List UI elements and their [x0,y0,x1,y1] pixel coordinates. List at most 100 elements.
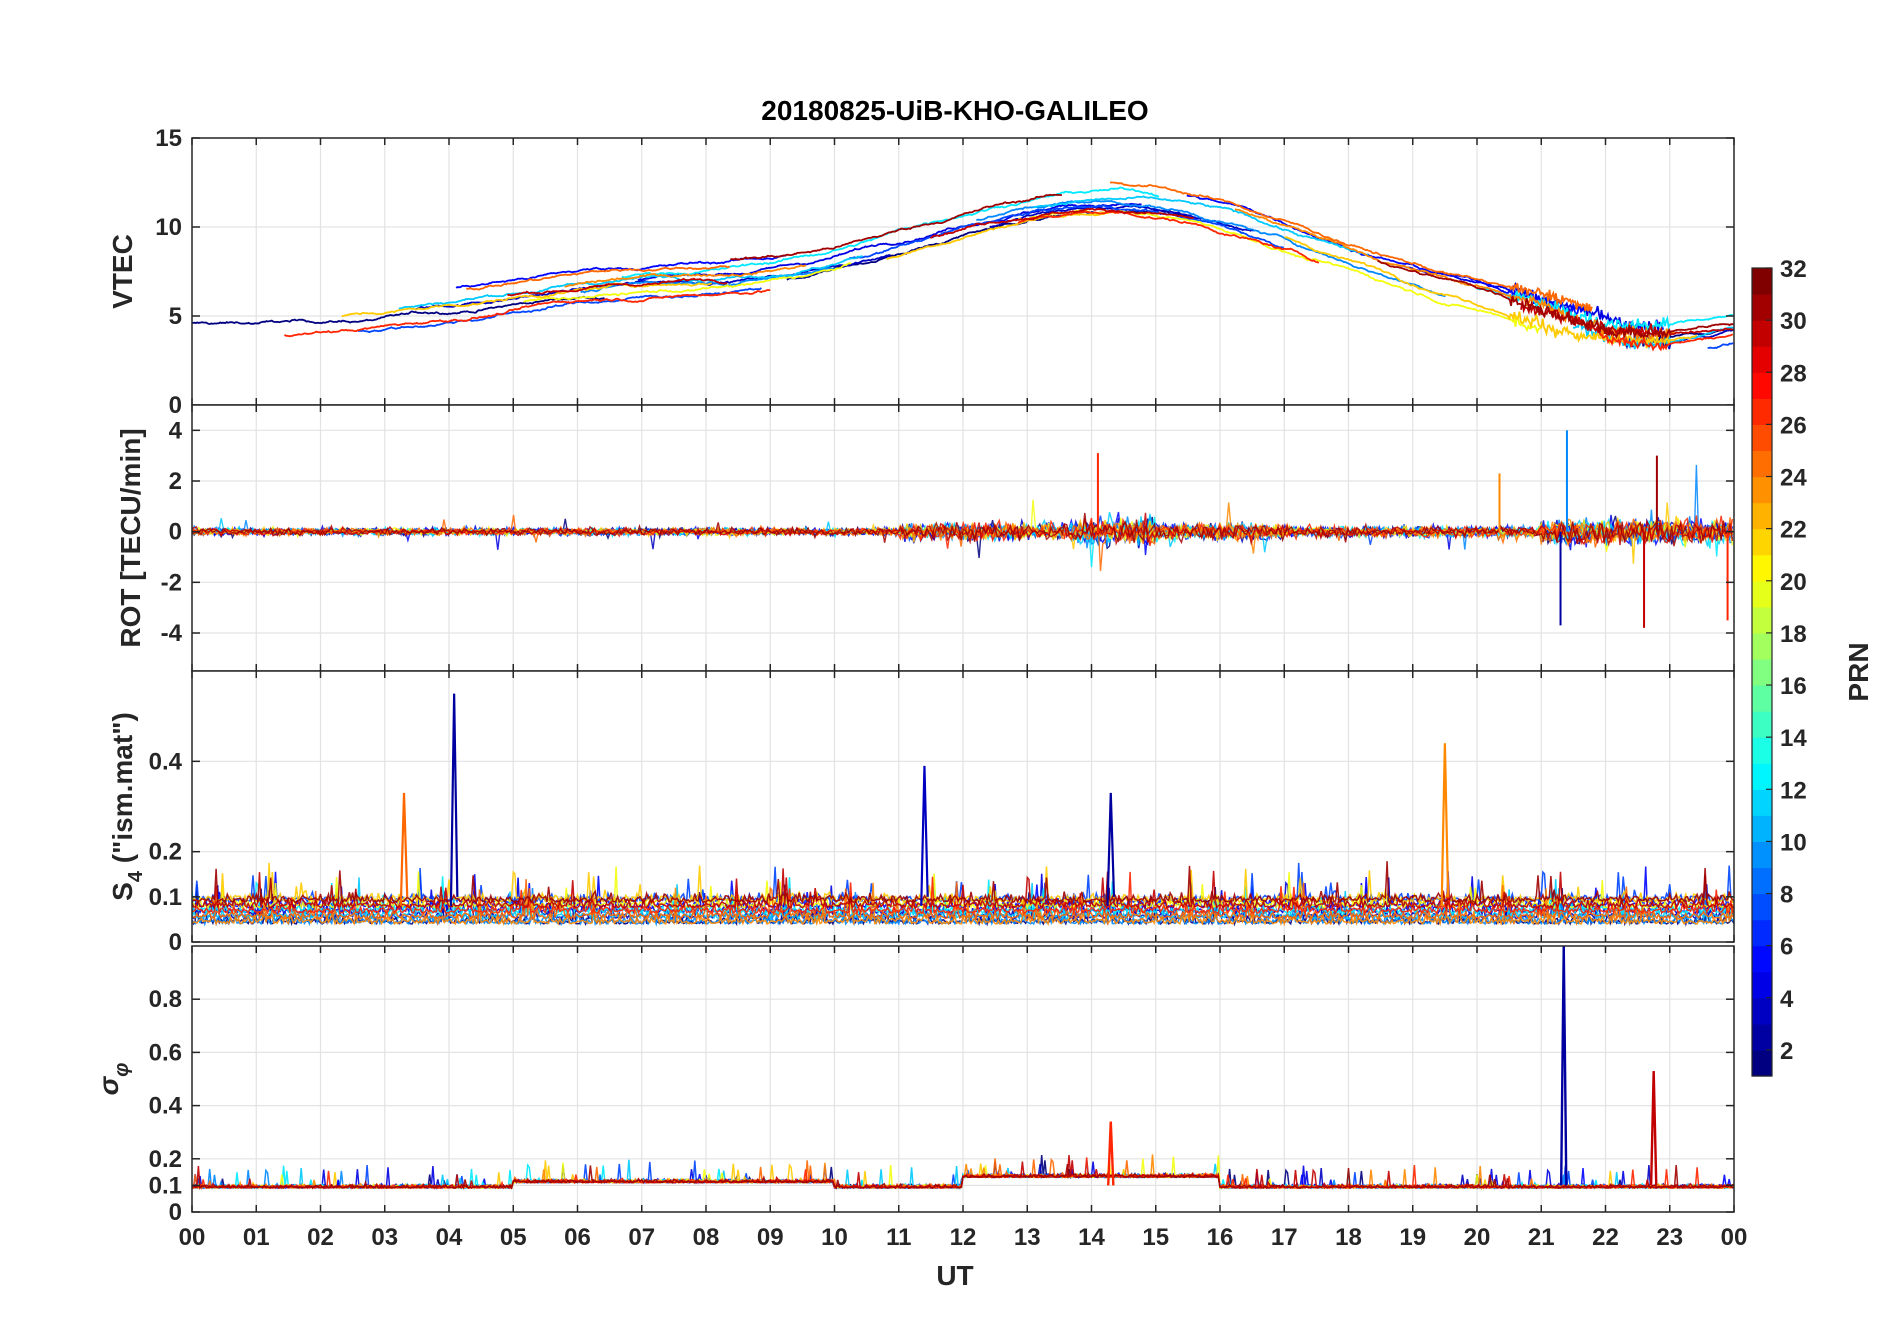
colorbar-swatch [1752,789,1772,816]
colorbar-tick-label: 10 [1780,829,1807,856]
colorbar-swatch [1752,346,1772,373]
s4-line-prn-31 [192,861,1734,906]
vtec-line-prn-27 [1017,210,1320,264]
sigphi-spike [1559,946,1568,1186]
colorbar-tick-label: 22 [1780,517,1807,544]
y-axis-label-sub: 4 [125,870,147,882]
y-tick-label: 0 [169,929,182,956]
x-tick-label: 22 [1592,1224,1619,1251]
colorbar-swatch [1752,398,1772,425]
s4-spike [1106,792,1116,906]
colorbar-swatch [1752,945,1772,973]
sigphi-spike [1107,1121,1115,1186]
x-tick-label: 15 [1142,1224,1169,1251]
series-s4 [192,693,1734,927]
colorbar-tick-label: 2 [1780,1038,1793,1065]
x-tick-label: 05 [500,1224,527,1251]
x-tick-label: 19 [1399,1224,1426,1251]
colorbar-tick-label: 18 [1780,621,1807,648]
y-tick-label: 5 [169,303,182,330]
colorbar-frame [1751,267,1773,1077]
colorbar-swatch [1752,294,1772,321]
y-tick-label: 0.8 [149,986,182,1013]
s4-spike [920,765,929,906]
x-tick-label: 08 [693,1224,720,1251]
y-axis-label-main: σ [93,1075,124,1095]
colorbar-swatch [1752,554,1772,582]
vtec-line-prn-22 [1284,236,1698,349]
y-tick-label: 15 [155,125,182,152]
colorbar-tick-label: 12 [1780,777,1807,804]
chart-title: 20180825-UiB-KHO-GALILEO [761,95,1148,126]
x-tick-label: 07 [628,1224,655,1251]
y-tick-label: 0.6 [149,1039,182,1066]
y-axis-label-vtec: VTEC [107,234,138,309]
x-tick-label: 13 [1014,1224,1041,1251]
colorbar-swatch [1752,867,1772,895]
vtec-line-prn-20 [523,262,852,303]
x-tick-label: 18 [1335,1224,1362,1251]
vtec-line-prn-22 [886,210,1124,261]
y-tick-label: 0 [169,519,182,546]
x-tick-label: 01 [243,1224,270,1251]
vtec-line-prn-24 [564,264,807,288]
colorbar-swatch [1752,1023,1772,1051]
colorbar-tick-label: 26 [1780,412,1807,439]
s4-line-prn-30 [192,868,1734,911]
x-tick-label: 06 [564,1224,591,1251]
colorbar-swatch [1752,711,1772,738]
x-tick-label: 21 [1528,1224,1555,1251]
x-tick-label: 09 [757,1224,784,1251]
colorbar-swatch [1752,424,1772,452]
colorbar-swatch [1752,919,1772,947]
x-tick-label: 02 [307,1224,334,1251]
panel-vtec: 0 5 10 15 VTEC [107,125,1735,419]
colorbar: 32 30 28 26 24 22 20 18 16 14 12 10 8 6 4 2 PRN [1751,256,1874,1077]
colorbar-tick-label: 28 [1780,360,1807,387]
colorbar-swatch [1752,502,1772,530]
x-tick-label: 12 [950,1224,977,1251]
s4-spike [449,693,459,906]
colorbar-swatch [1752,893,1772,921]
x-tick-label: 00 [179,1224,206,1251]
colorbar-swatch [1752,737,1772,764]
vtec-line-prn-25 [1110,181,1593,312]
x-axis-label: UT [936,1260,973,1291]
vtec-line-prn-30 [507,277,728,297]
panel-sigphi: 00.10.2 0.4 0.6 0.8 σφ [93,945,1735,1226]
colorbar-swatch [1752,997,1772,1025]
colorbar-swatch [1752,971,1772,999]
colorbar-swatch [1752,372,1772,399]
vtec-line-prn-7 [849,204,1284,259]
x-tick-label: 20 [1464,1224,1491,1251]
colorbar-swatch [1752,320,1772,347]
s4-line-prn-27 [192,871,1734,916]
s4-spike [1440,743,1450,906]
vtec-line-prn-22 [341,282,713,318]
x-tick-label: 04 [436,1224,463,1251]
colorbar-swatch [1752,841,1772,869]
colorbar-tick-label: 4 [1780,986,1794,1013]
colorbar-swatch [1752,268,1772,295]
sigphi-line-prn-31 [192,1163,1734,1190]
colorbar-tick-label: 24 [1780,465,1807,492]
sigphi-spike [1649,1070,1658,1186]
colorbar-swatch [1752,632,1772,660]
vtec-line-prn-27 [283,289,771,338]
y-tick-label: 0.1 [149,1172,182,1199]
s4-line-prn-24 [192,882,1734,927]
y-tick-label: -2 [161,569,182,596]
y-tick-label: 0.4 [149,1093,183,1120]
colorbar-swatch [1752,528,1772,556]
vtec-line-prn-31 [730,193,1063,261]
vtec-line-prn-7 [357,287,762,334]
x-tick-label: 11 [886,1224,911,1251]
colorbar-swatch [1752,815,1772,843]
x-tick-label: 03 [371,1224,398,1251]
y-axis-label-main: S [107,882,138,901]
x-tick-label: 17 [1271,1224,1298,1251]
colorbar-swatch [1752,450,1772,478]
colorbar-label: PRN [1843,642,1874,701]
y-axis-label-sub: φ [111,1063,133,1077]
